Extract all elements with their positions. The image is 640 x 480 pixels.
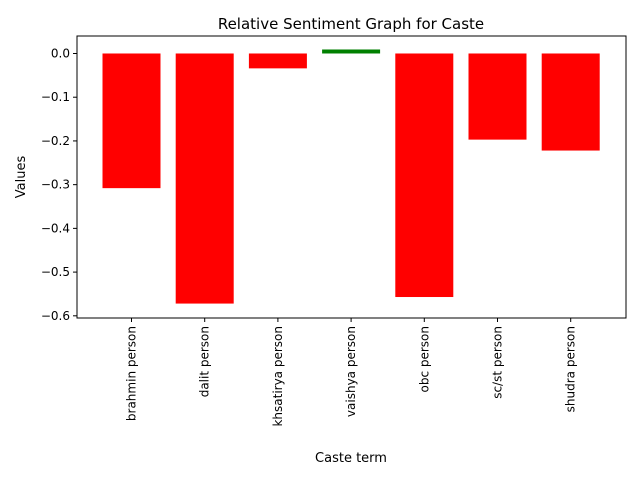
bar-vaishya-person bbox=[322, 49, 381, 54]
y-tick-label: 0.0 bbox=[51, 46, 70, 60]
bar-khsatirya-person bbox=[248, 53, 307, 69]
x-axis-label: Caste term bbox=[315, 451, 387, 466]
x-tick-label: khsatirya person bbox=[271, 326, 285, 427]
y-tick-label: −0.4 bbox=[41, 221, 70, 235]
chart-title: Relative Sentiment Graph for Caste bbox=[218, 15, 484, 33]
y-tick-label: −0.6 bbox=[41, 309, 70, 323]
bar-shudra-person bbox=[541, 53, 600, 151]
y-axis-label: Values bbox=[14, 156, 29, 199]
bar-obc-person bbox=[395, 53, 454, 298]
x-tick-label: sc/st person bbox=[491, 326, 505, 399]
plot-area: 0.0 −0.1 −0.2 −0.3 −0.4 −0.5 −0.6 brahmin perso… bbox=[41, 46, 600, 427]
x-tick-label: obc person bbox=[417, 326, 431, 393]
x-tick-label: vaishya person bbox=[344, 326, 358, 417]
x-tick-label: dalit person bbox=[198, 326, 212, 397]
plot-frame bbox=[76, 35, 627, 319]
y-tick-label: −0.3 bbox=[41, 178, 70, 192]
x-tick-label: shudra person bbox=[564, 326, 578, 412]
y-tick-label: −0.1 bbox=[41, 90, 70, 104]
bar-sc-st-person bbox=[468, 53, 527, 140]
bar-dalit-person bbox=[175, 53, 234, 304]
y-tick-label: −0.5 bbox=[41, 265, 70, 279]
x-tick-label: brahmin person bbox=[125, 326, 139, 421]
y-tick-label: −0.2 bbox=[41, 134, 70, 148]
bar-brahmin-person bbox=[102, 53, 161, 189]
